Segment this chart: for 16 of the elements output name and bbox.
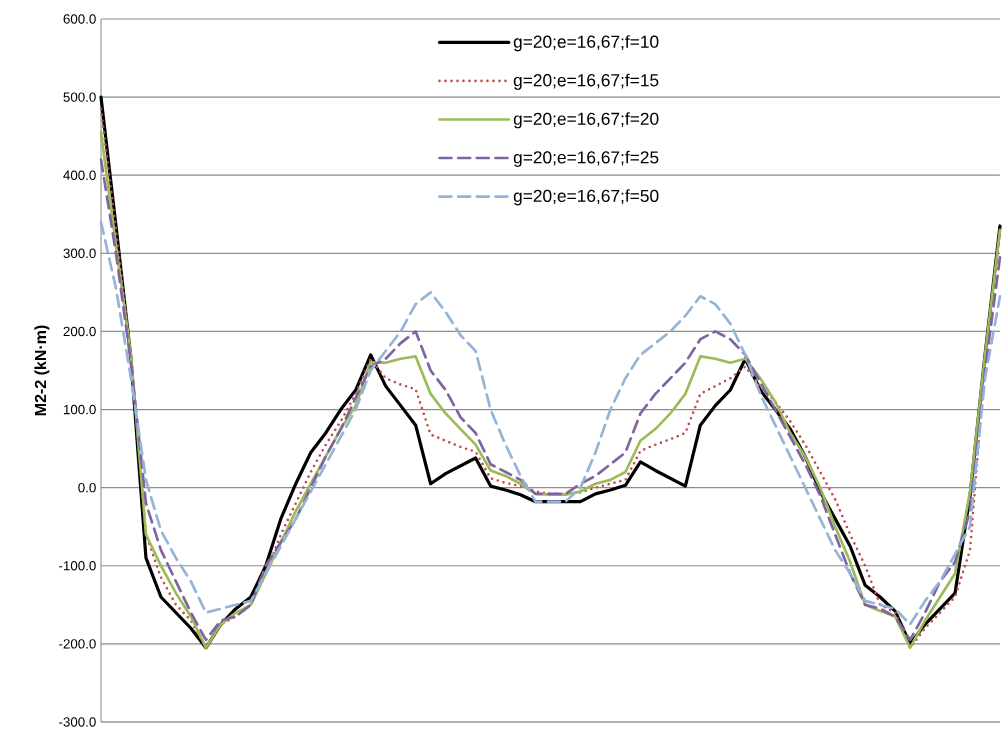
y-tick-label: 200.0 — [63, 326, 96, 337]
legend-label: g=20;e=16,67;f=25 — [513, 150, 659, 167]
y-tick-label: 100.0 — [63, 404, 96, 415]
legend-label: g=20;e=16,67;f=50 — [513, 189, 659, 206]
y-axis-title: M2-2 (kN·m) — [34, 325, 50, 416]
y-tick-label: 300.0 — [63, 248, 96, 258]
legend-label: g=20;e=16,67;f=15 — [513, 73, 659, 90]
legend-label: g=20;e=16,67;f=10 — [513, 35, 659, 52]
y-tick-label: 0.0 — [78, 482, 96, 493]
y-tick-label: -300.0 — [59, 717, 96, 727]
y-tick-label: -100.0 — [59, 560, 96, 571]
y-tick-label: 600.0 — [63, 14, 96, 24]
y-tick-label: -200.0 — [59, 639, 96, 649]
y-tick-label: 500.0 — [63, 92, 96, 102]
y-tick-label: 400.0 — [63, 170, 96, 180]
legend-label: g=20;e=16,67;f=20 — [513, 112, 659, 129]
